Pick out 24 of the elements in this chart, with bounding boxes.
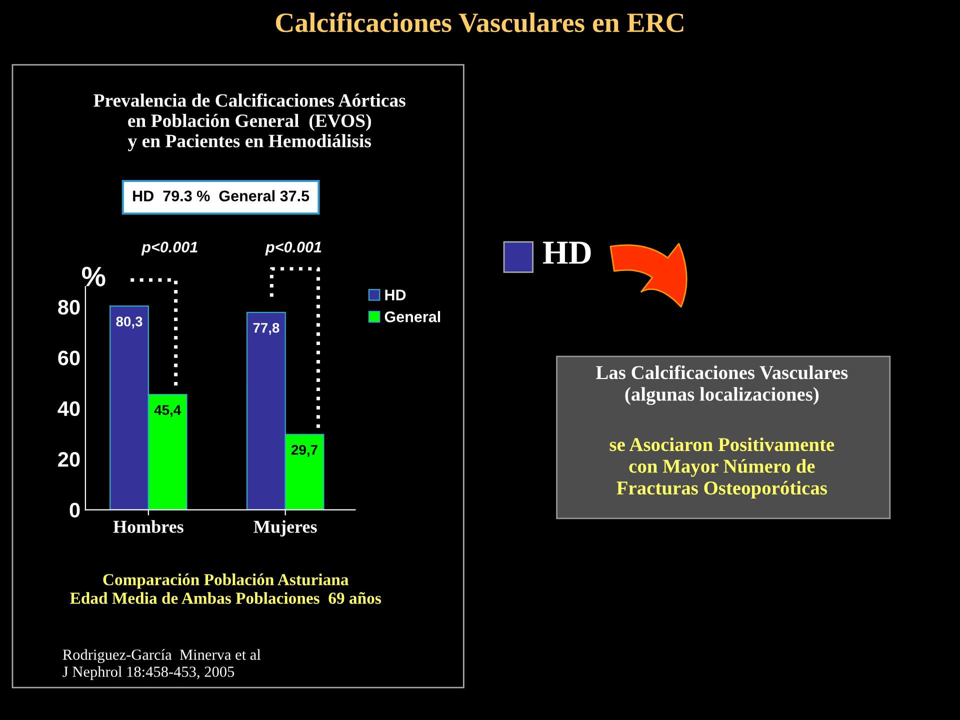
y-tick-label: 60	[58, 350, 80, 366]
data-label: 29,7	[292, 444, 318, 457]
data-label: 80,3	[116, 316, 142, 328]
text: Calcificaciones Vasculares en ERC	[276, 12, 684, 32]
x-tick-label: Mujeres	[254, 520, 317, 537]
text: p<0.001	[141, 242, 198, 256]
data-label: 77,8	[253, 322, 280, 335]
text: Las Calcificaciones Vasculares (algunas localizaciones)	[596, 365, 848, 405]
text: HD	[542, 242, 591, 264]
text: Rodriguez-García Minerva et al J Nephrol 18:458-453, 2005	[62, 649, 261, 680]
y-tick-label: 40	[58, 401, 80, 416]
x-tick-label: Hombres	[113, 520, 184, 533]
text: HD 79.3 % General 37.5	[133, 190, 310, 202]
y-tick-label: 80	[58, 300, 80, 315]
data-label: 45,4	[154, 405, 182, 417]
text: p<0.001	[265, 242, 322, 256]
text: Comparación Población Asturiana Edad Media de Ambas Poblaciones 69 años	[70, 574, 382, 604]
legend-label: HD	[385, 290, 406, 300]
y-tick-label: 0	[70, 502, 80, 518]
chart-subtitle: Prevalencia de Calcificaciones Aórticas en Población General (EVOS) y en Pacientes en Hemodiálisis	[94, 93, 406, 152]
y-axis-title: %	[82, 266, 106, 286]
legend-label: General	[384, 311, 440, 322]
y-tick-label: 20	[58, 452, 80, 467]
text: se Asociaron Positivamente con Mayor Número de Fracturas Osteoporóticas	[610, 437, 834, 499]
